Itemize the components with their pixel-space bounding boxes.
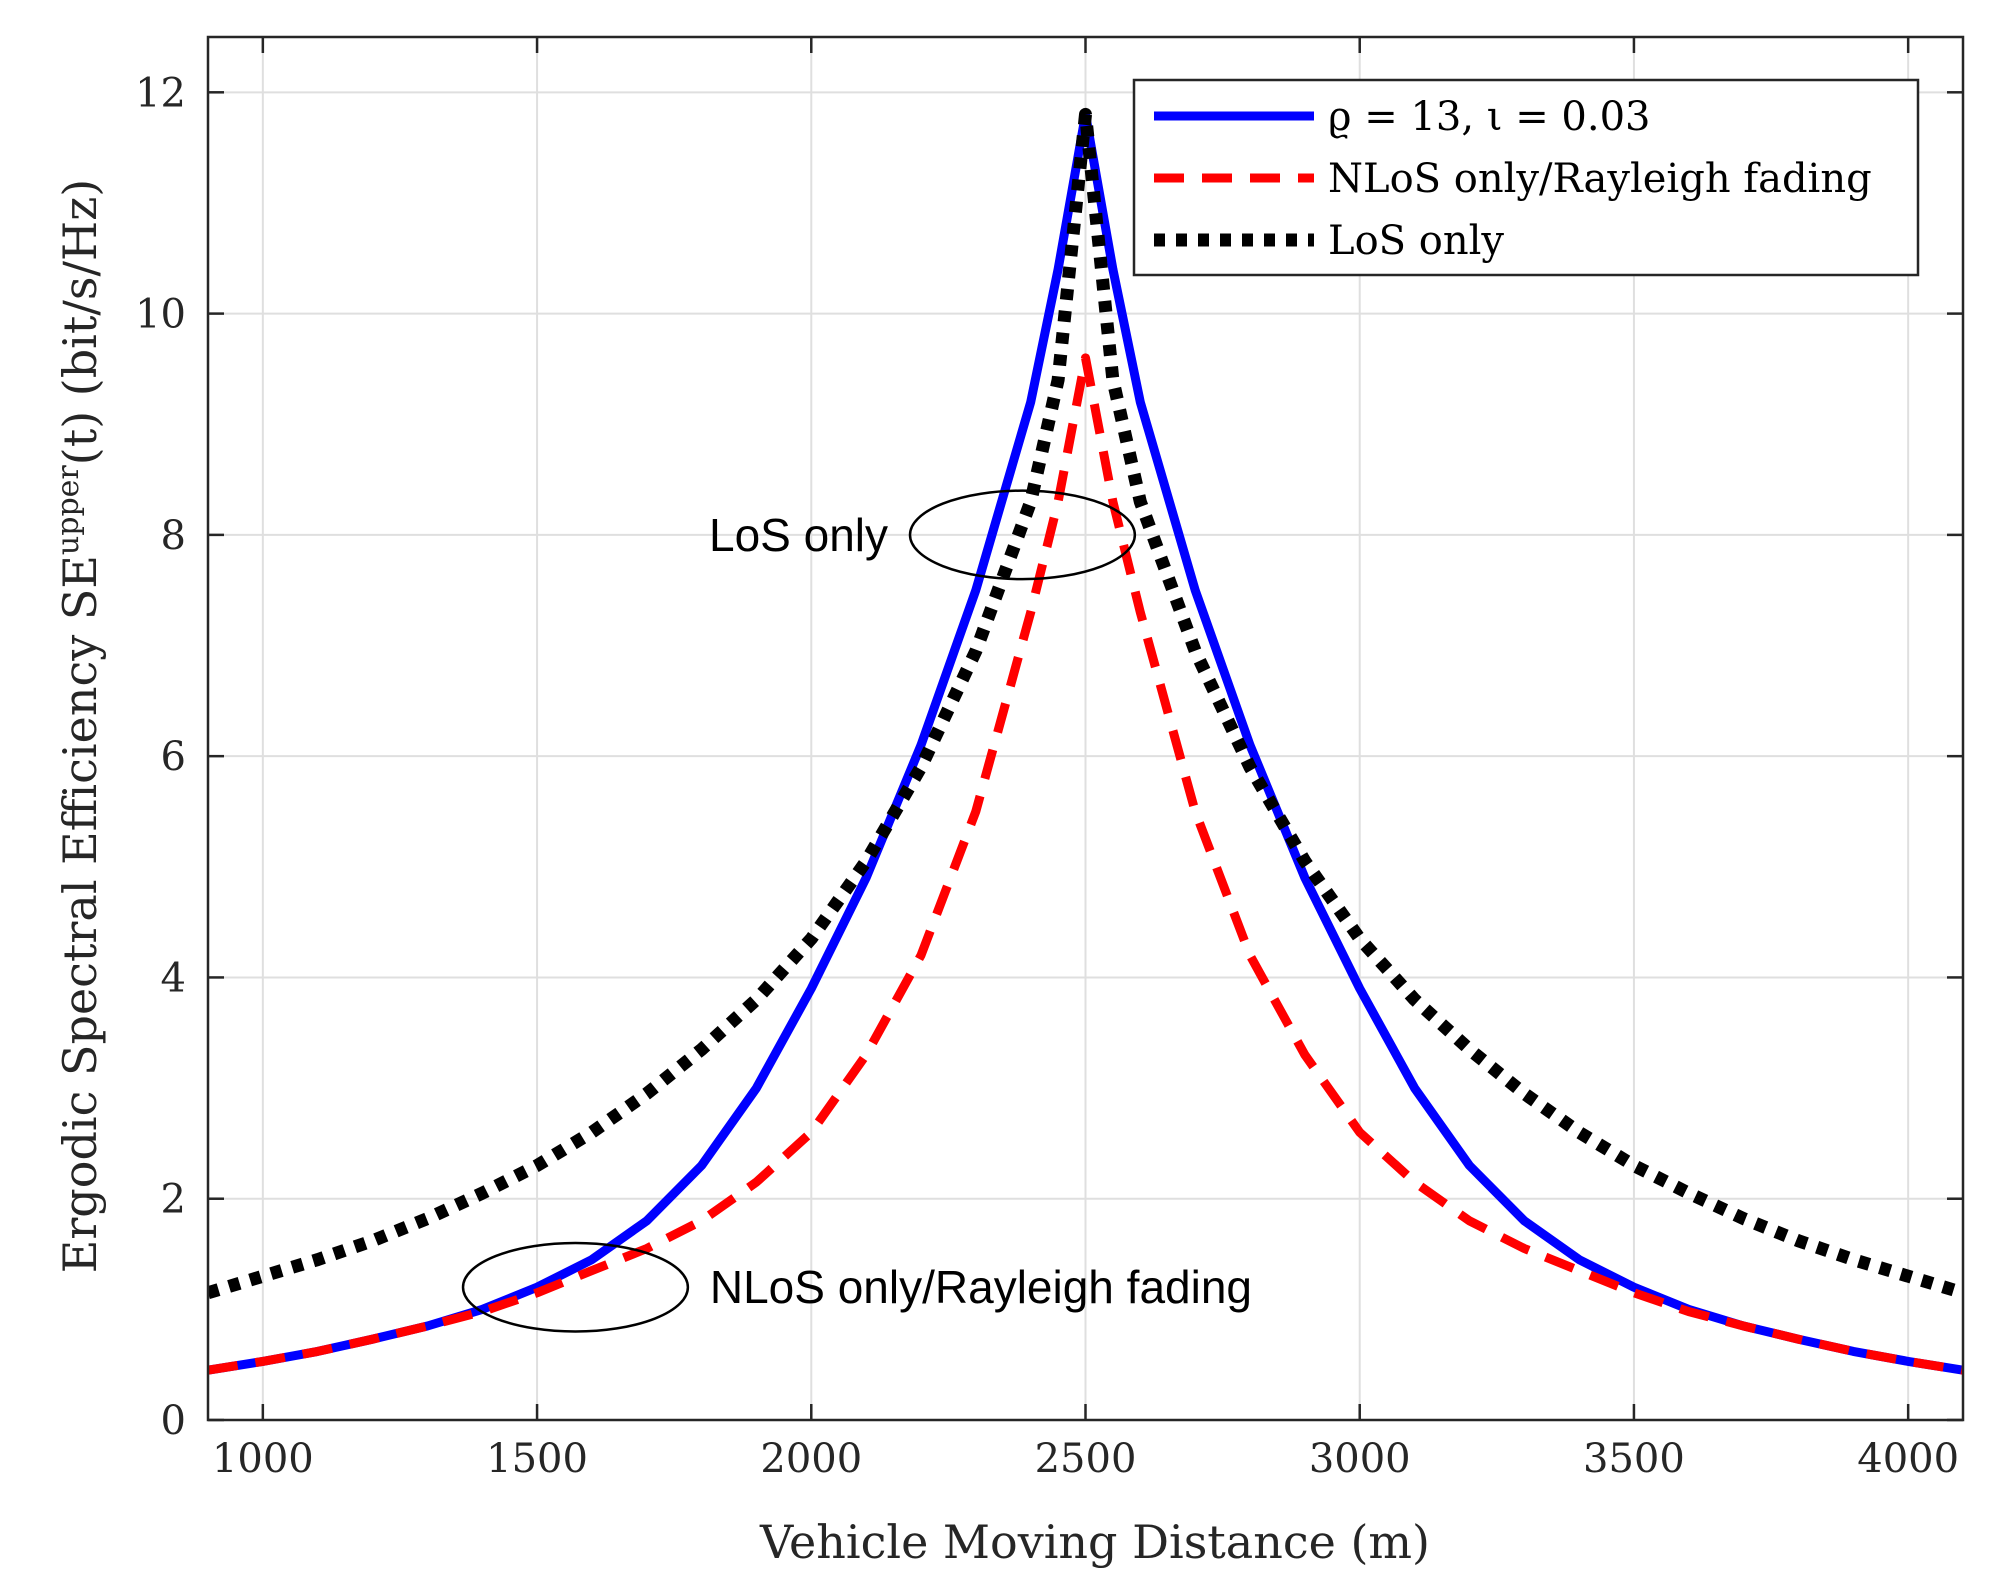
y-axis-label-rest: (t) (bit/s/Hz) xyxy=(53,179,107,466)
x-tick-label: 4000 xyxy=(1857,1436,1959,1482)
x-tick-label: 2000 xyxy=(760,1436,862,1482)
annotation-label-los: LoS only xyxy=(709,509,888,561)
x-tick-label: 1000 xyxy=(212,1436,314,1482)
legend-label-2: NLoS only/Rayleigh fading xyxy=(1328,156,1872,202)
series-line-2 xyxy=(208,353,1963,1375)
annotation-ellipse-los xyxy=(908,489,1137,581)
y-axis-label-superscript: upper xyxy=(51,465,86,555)
y-axis-label-main: Ergodic Spectral Efficiency SE xyxy=(53,555,107,1273)
y-tick-label: 2 xyxy=(161,1177,186,1223)
x-tick-label: 3000 xyxy=(1309,1436,1411,1482)
x-tick-label: 3500 xyxy=(1583,1436,1685,1482)
y-tick-label: 6 xyxy=(161,734,186,780)
y-tick-label: 8 xyxy=(161,513,186,559)
ticks: 1000 1500 2000 2500 3000 3500 4000 0 2 4 6 8 10 12 xyxy=(135,37,1963,1482)
x-axis-label: Vehicle Moving Distance (m) xyxy=(759,1515,1430,1569)
x-tick-label: 2500 xyxy=(1035,1436,1137,1482)
legend: ϱ = 13, ι = 0.03 NLoS only/Rayleigh fadin… xyxy=(1132,78,1920,277)
y-tick-label: 4 xyxy=(161,955,186,1001)
legend-label-3: LoS only xyxy=(1328,218,1504,264)
legend-label-1: ϱ = 13, ι = 0.03 xyxy=(1328,94,1650,140)
y-tick-label: 10 xyxy=(135,292,186,338)
y-axis-label: Ergodic Spectral Efficiency SEupper(t) (… xyxy=(51,179,107,1274)
series-layer xyxy=(208,107,1963,1375)
y-tick-label: 12 xyxy=(135,70,186,116)
y-tick-label: 0 xyxy=(161,1398,186,1444)
annotation-label-nlos: NLoS only/Rayleigh fading xyxy=(710,1261,1252,1313)
annotations: LoS only NLoS only/Rayleigh fading xyxy=(461,489,1252,1333)
x-tick-label: 1500 xyxy=(486,1436,588,1482)
series-line-3 xyxy=(208,107,1963,1300)
annotation-ellipse-nlos xyxy=(461,1241,690,1333)
